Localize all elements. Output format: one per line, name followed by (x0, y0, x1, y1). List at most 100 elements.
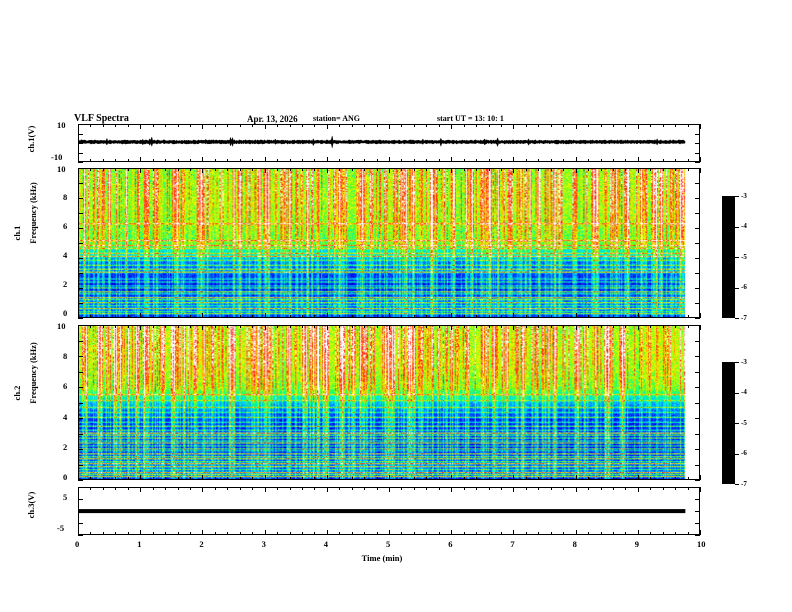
axis-tickmark (538, 325, 540, 328)
axis-tickmark (202, 124, 204, 129)
colorbar-ch1 (722, 196, 735, 318)
ch1-spec-ytick-4: 4 (63, 250, 68, 260)
axis-tickmark (662, 325, 664, 328)
axis-tickmark (376, 477, 378, 480)
axis-tickmark (227, 477, 229, 480)
axis-tickmark (140, 313, 142, 318)
axis-tickmark (78, 371, 83, 373)
x-axis-ticklabel: 1 (137, 539, 142, 549)
axis-tickmark (463, 325, 465, 328)
axis-tickmark (600, 325, 602, 328)
axis-tickmark (351, 315, 353, 318)
axis-tickmark (695, 162, 700, 163)
axis-tickmark (488, 532, 490, 535)
axis-tickmark (662, 159, 664, 162)
ch2-spec-ytick-2: 2 (63, 442, 68, 452)
axis-tickmark (264, 530, 266, 535)
axis-tickmark (463, 477, 465, 480)
axis-tickmark (538, 159, 540, 162)
axis-tickmark (376, 325, 378, 328)
axis-tickmark (687, 168, 689, 171)
axis-tickmark (78, 340, 83, 342)
axis-tickmark (78, 530, 79, 535)
axis-tickmark (488, 159, 490, 162)
axis-tickmark (575, 475, 577, 480)
axis-tickmark (588, 315, 589, 318)
axis-tickmark (339, 487, 341, 490)
ch3-waveform-panel (78, 487, 700, 535)
axis-tickmark (277, 159, 278, 162)
axis-tickmark (695, 273, 700, 274)
axis-tickmark (78, 387, 83, 388)
axis-tickmark (364, 124, 366, 127)
axis-tickmark (102, 159, 104, 162)
axis-tickmark (277, 532, 278, 535)
axis-tickmark (190, 159, 191, 162)
axis-tickmark (376, 315, 378, 318)
axis-tickmark (401, 168, 403, 171)
axis-tickmark (563, 168, 565, 171)
axis-tickmark (550, 532, 552, 535)
axis-tickmark (78, 258, 83, 259)
axis-tickmark (190, 532, 191, 535)
axis-tickmark (289, 124, 291, 127)
axis-tickmark (695, 418, 700, 419)
axis-tickmark (426, 532, 428, 535)
axis-tickmark (78, 124, 83, 125)
axis-tickmark (700, 487, 701, 492)
axis-tickmark (451, 124, 453, 129)
axis-tickmark (695, 325, 700, 326)
axis-tickmark (513, 168, 515, 173)
axis-tickmark (277, 315, 278, 318)
axis-tickmark (78, 198, 83, 199)
axis-tickmark (78, 303, 83, 304)
figure-title: VLF Spectra (74, 113, 129, 124)
axis-tickmark (127, 487, 129, 490)
axis-tickmark (650, 124, 652, 127)
axis-tickmark (600, 124, 602, 127)
axis-tickmark (438, 315, 440, 318)
axis-tickmark (389, 487, 390, 492)
axis-tickmark (695, 387, 700, 388)
axis-tickmark (525, 477, 527, 480)
colorbar-ch1-gradient (723, 197, 734, 317)
axis-tickmark (501, 168, 502, 171)
axis-tickmark (214, 159, 216, 162)
axis-tickmark (612, 477, 614, 480)
axis-tickmark (637, 157, 639, 162)
axis-tickmark (538, 532, 540, 535)
axis-tickmark (78, 499, 83, 500)
colorbar-ch1-tickmark (735, 318, 739, 320)
axis-tickmark (239, 487, 241, 490)
axis-tickmark (364, 487, 366, 490)
x-axis-ticklabel: 2 (199, 539, 204, 549)
axis-tickmark (550, 124, 552, 127)
axis-tickmark (90, 315, 92, 318)
axis-tickmark (165, 168, 167, 171)
axis-tickmark (227, 487, 229, 490)
axis-tickmark (426, 315, 428, 318)
axis-tickmark (90, 325, 92, 328)
axis-tickmark (78, 449, 83, 450)
axis-tickmark (239, 325, 241, 328)
axis-tickmark (695, 288, 700, 289)
axis-tickmark (78, 157, 79, 162)
x-axis-ticklabel: 0 (75, 539, 80, 549)
axis-tickmark (78, 325, 83, 326)
axis-tickmark (650, 477, 652, 480)
ch1-spectrogram-panel (78, 168, 700, 318)
axis-tickmark (115, 532, 117, 535)
axis-tickmark (501, 315, 502, 318)
axis-tickmark (695, 356, 700, 357)
axis-tickmark (451, 325, 453, 330)
colorbar-ch2-tickmark (735, 423, 739, 425)
axis-tickmark (675, 168, 677, 171)
axis-tickmark (476, 124, 478, 127)
axis-tickmark (575, 325, 577, 330)
axis-tickmark (662, 532, 664, 535)
axis-tickmark (252, 477, 254, 480)
axis-tickmark (202, 475, 204, 480)
axis-tickmark (90, 532, 92, 535)
axis-tickmark (401, 159, 403, 162)
axis-tickmark (687, 325, 689, 328)
